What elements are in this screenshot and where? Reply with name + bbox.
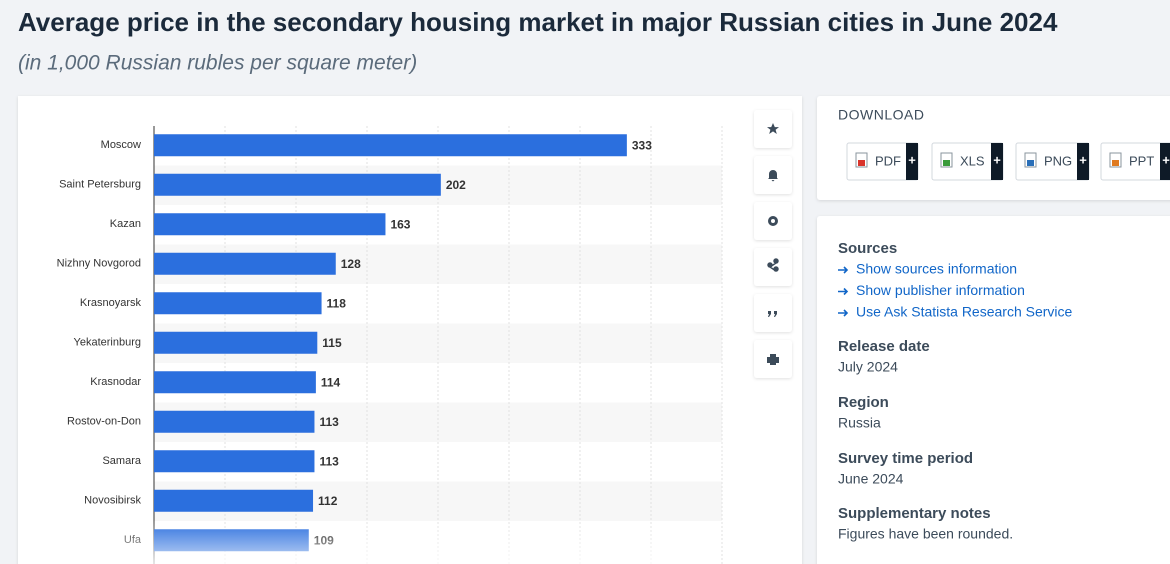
plus-label: + [993, 152, 1001, 167]
plus-strip [906, 143, 918, 180]
tool-button[interactable] [754, 294, 792, 332]
file-icon-badge [1112, 160, 1119, 166]
tool-icon [768, 170, 778, 182]
tool-button[interactable] [754, 248, 792, 286]
page-title: Average price in the secondary housing m… [18, 7, 1058, 37]
source-link[interactable]: Show sources information [856, 261, 1017, 277]
plus-label: + [1079, 152, 1087, 167]
value-label: 163 [390, 217, 410, 231]
bar [154, 213, 386, 236]
value-label: 114 [321, 375, 341, 389]
category-label: Yekaterinburg [74, 337, 141, 349]
bar [154, 331, 318, 354]
download-buttons: PDF + XLS + PNG + PPT + [846, 142, 1170, 181]
info-text: Russia [838, 415, 881, 431]
category-label: Samara [102, 455, 141, 467]
value-label: 112 [318, 494, 338, 508]
tool-icon [768, 311, 777, 317]
download-label: XLS [960, 153, 985, 168]
bar [154, 252, 336, 275]
value-label: 202 [446, 178, 466, 192]
category-label: Rostov-on-Don [67, 416, 141, 428]
tool-icon [768, 216, 778, 226]
category-label: Krasnoyarsk [80, 297, 142, 309]
value-label: 128 [341, 257, 361, 271]
link-arrow [838, 266, 849, 274]
bar [154, 292, 322, 315]
plus-strip [991, 143, 1003, 180]
bar [154, 410, 315, 433]
toolbar [754, 110, 792, 378]
value-label: 118 [327, 296, 347, 310]
plus-label: + [908, 152, 916, 167]
file-icon-badge [943, 160, 950, 166]
fade-overlay [18, 520, 718, 564]
category-label: Saint Petersburg [59, 179, 141, 191]
info-card [817, 216, 1170, 564]
download-label: PNG [1044, 153, 1072, 168]
plot: Moscow 333 Saint Petersburg 202 Kazan 163 Nizh… [18, 126, 723, 564]
value-label: 113 [319, 454, 339, 468]
info-heading: Survey time period [838, 450, 973, 467]
info-heading: Release date [838, 338, 930, 355]
download-label: PDF [875, 153, 901, 168]
info-text: Figures have been rounded. [838, 526, 1013, 542]
category-label: Krasnodar [90, 376, 141, 388]
link-arrow [838, 309, 849, 317]
tool-icon [767, 258, 779, 272]
tool-icon [767, 123, 779, 134]
category-label: Moscow [101, 139, 141, 151]
bar [154, 134, 627, 157]
link-arrow [838, 287, 849, 296]
category-label: Novosibirsk [84, 495, 141, 507]
value-label: 115 [322, 336, 342, 350]
bar [154, 489, 314, 512]
bar [154, 450, 315, 473]
value-label: 113 [319, 415, 339, 429]
source-link[interactable]: Use Ask Statista Research Service [856, 304, 1073, 320]
value-label: 333 [632, 138, 652, 152]
tool-button[interactable] [754, 202, 792, 240]
info-heading: Region [838, 394, 889, 411]
info-heading: Supplementary notes [838, 505, 991, 522]
source-link[interactable]: Show publisher information [856, 282, 1025, 298]
download-label: PPT [1129, 153, 1154, 168]
sources-heading: Sources [838, 240, 897, 257]
bar [154, 371, 316, 394]
download-button[interactable] [1100, 142, 1170, 181]
tool-icon [767, 354, 779, 365]
info: Sources Show sources information Show publ… [838, 240, 1073, 542]
download-heading: DOWNLOAD [838, 107, 924, 123]
info-text: June 2024 [838, 471, 904, 487]
category-label: Kazan [110, 218, 141, 230]
plus-strip [1077, 143, 1089, 180]
plus-strip [1160, 143, 1170, 180]
page-subtitle: (in 1,000 Russian rubles per square mete… [18, 52, 417, 75]
file-icon-badge [858, 160, 865, 166]
bar [154, 173, 441, 196]
file-icon-badge [1027, 160, 1034, 166]
info-text: July 2024 [838, 359, 898, 375]
category-label: Nizhny Novgorod [57, 258, 141, 270]
plus-label: + [1162, 152, 1170, 167]
